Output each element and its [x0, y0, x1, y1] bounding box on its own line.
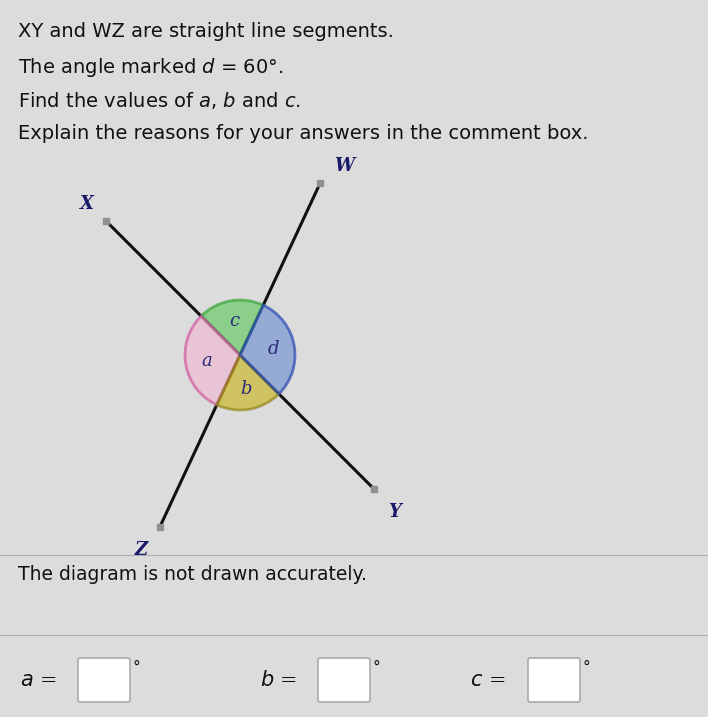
FancyBboxPatch shape [318, 658, 370, 702]
Wedge shape [185, 316, 240, 405]
Text: XY and WZ are straight line segments.: XY and WZ are straight line segments. [18, 22, 394, 41]
Bar [372, 486, 377, 493]
Text: °: ° [133, 660, 141, 675]
Bar [317, 180, 324, 186]
FancyBboxPatch shape [528, 658, 580, 702]
Text: d: d [268, 340, 280, 358]
Bar [103, 218, 108, 224]
Wedge shape [217, 355, 279, 410]
Bar [156, 524, 163, 530]
Text: X: X [79, 194, 93, 213]
Text: °: ° [583, 660, 590, 675]
Text: Explain the reasons for your answers in the comment box.: Explain the reasons for your answers in … [18, 124, 588, 143]
Text: W: W [334, 157, 355, 175]
Wedge shape [201, 300, 263, 355]
Text: The angle marked $d$ = 60°.: The angle marked $d$ = 60°. [18, 56, 283, 79]
Text: $b$ =: $b$ = [260, 670, 297, 690]
FancyBboxPatch shape [78, 658, 130, 702]
Text: Y: Y [389, 503, 401, 521]
Text: $c$ =: $c$ = [470, 670, 506, 690]
Text: b: b [240, 379, 251, 398]
Text: Z: Z [135, 541, 148, 559]
Text: c: c [229, 313, 239, 331]
Text: $a$ =: $a$ = [20, 670, 57, 690]
Text: The diagram is not drawn accurately.: The diagram is not drawn accurately. [18, 565, 367, 584]
Text: °: ° [373, 660, 381, 675]
Text: a: a [201, 352, 212, 370]
Text: Find the values of $a$, $b$ and $c$.: Find the values of $a$, $b$ and $c$. [18, 90, 301, 111]
Wedge shape [240, 305, 295, 394]
